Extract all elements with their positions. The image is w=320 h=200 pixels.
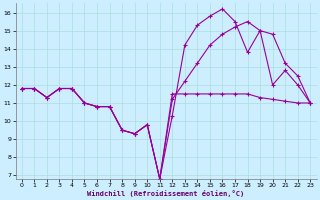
X-axis label: Windchill (Refroidissement éolien,°C): Windchill (Refroidissement éolien,°C)	[87, 190, 245, 197]
